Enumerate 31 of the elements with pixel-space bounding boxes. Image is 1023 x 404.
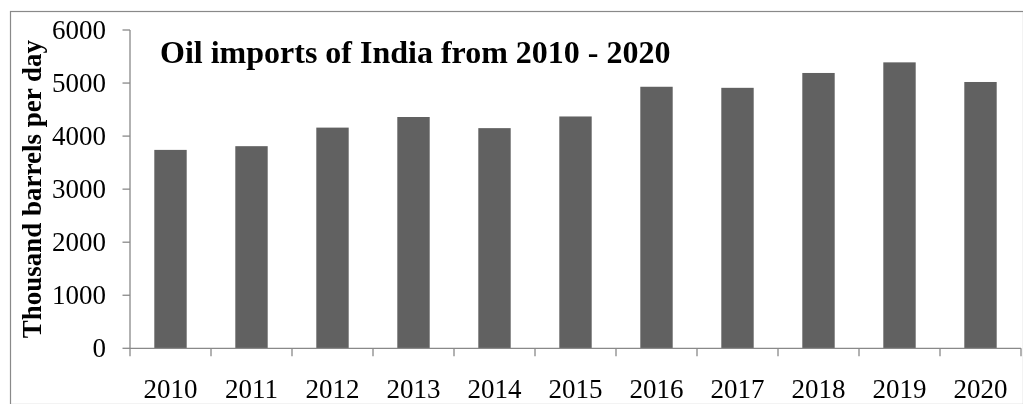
x-tick-label: 2016 [629, 374, 684, 404]
bar [559, 116, 592, 349]
y-tick-label: 4000 [52, 121, 106, 152]
bar [640, 86, 673, 349]
bar [883, 62, 916, 349]
x-tick-label: 2012 [305, 374, 360, 404]
x-tick-label: 2010 [143, 374, 198, 404]
x-tick-label: 2017 [710, 374, 765, 404]
x-tick-label: 2011 [225, 374, 278, 404]
y-tick-label: 6000 [52, 15, 106, 45]
y-tick-label: 3000 [52, 174, 106, 205]
bar [802, 72, 835, 349]
chart-title: Oil imports of India from 2010 - 2020 [160, 34, 671, 70]
y-tick-label: 0 [92, 333, 106, 364]
bar [397, 117, 430, 349]
x-tick-label: 2019 [872, 374, 927, 404]
x-tick-label: 2015 [548, 374, 603, 404]
bar [964, 81, 997, 349]
y-axis-title: Thousand barrels per day [16, 39, 47, 339]
bar [478, 128, 511, 349]
x-tick-label: 2018 [791, 374, 846, 404]
y-tick-label: 1000 [52, 280, 106, 311]
y-tick-label: 2000 [52, 227, 106, 258]
bar [721, 87, 754, 349]
bar [154, 149, 187, 349]
y-tick-label: 5000 [52, 68, 106, 99]
x-tick-label: 2014 [467, 374, 522, 404]
bar [235, 146, 268, 349]
x-tick-label: 2013 [386, 374, 441, 404]
bar [316, 127, 349, 349]
x-tick-label: 2020 [953, 374, 1008, 404]
